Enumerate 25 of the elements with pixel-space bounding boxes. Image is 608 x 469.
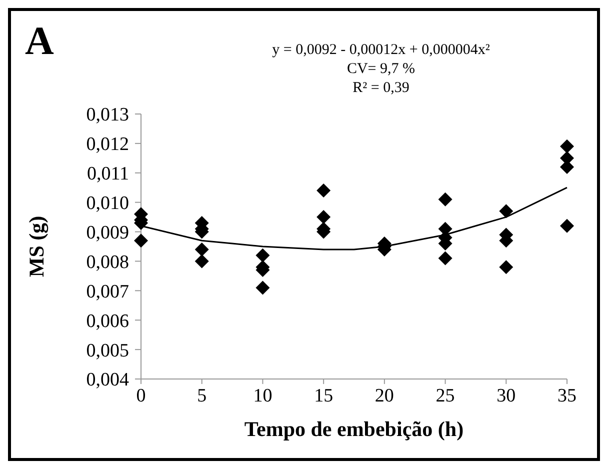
y-tick-label: 0,004 bbox=[86, 370, 130, 391]
x-tick-label: 20 bbox=[374, 385, 394, 406]
text: CV= 9,7 % bbox=[346, 60, 416, 79]
text: R² = 0,39 bbox=[352, 79, 410, 98]
x-tick-label: 0 bbox=[136, 385, 146, 406]
x-tick-label: 5 bbox=[197, 385, 207, 406]
y-tick-label: 0,009 bbox=[86, 222, 129, 244]
y-tick-label: 0,010 bbox=[86, 193, 129, 214]
y-tick-label: 0,006 bbox=[86, 310, 129, 332]
y-tick-label: 0,011 bbox=[86, 164, 129, 185]
x-tick-label: 30 bbox=[496, 385, 516, 406]
y-tick-label: 0,008 bbox=[86, 252, 129, 273]
x-tick-label: 35 bbox=[558, 385, 576, 406]
x-tick-label: 15 bbox=[314, 385, 334, 406]
x-axis-title: Tempo de embebição (h) bbox=[244, 417, 464, 441]
chart-title: A bbox=[25, 17, 54, 64]
y-tick-label: 0,012 bbox=[86, 134, 129, 156]
y-tick-label: 0,007 bbox=[86, 281, 129, 302]
y-tick-label: 0,005 bbox=[86, 340, 129, 362]
text: y = 0,0092 - 0,00012x + 0,000004x² bbox=[271, 41, 491, 60]
y-axis-title: MS (g) bbox=[24, 216, 48, 278]
frame: A y = 0,0092 - 0,00012x + 0,000004x² CV= 9,7 % R² = 0,39 0 5 10 15 20 25 30 35 Tempo de embebição (h) 0,004 0,005 0,006 0,007 0,008 0,009 0,010 0,011 0,012 0,013 MS (g) bbox=[8, 8, 600, 461]
x-tick-label: 10 bbox=[253, 385, 272, 406]
x-tick-label: 25 bbox=[436, 385, 455, 406]
y-tick-label: 0,013 bbox=[86, 104, 129, 126]
